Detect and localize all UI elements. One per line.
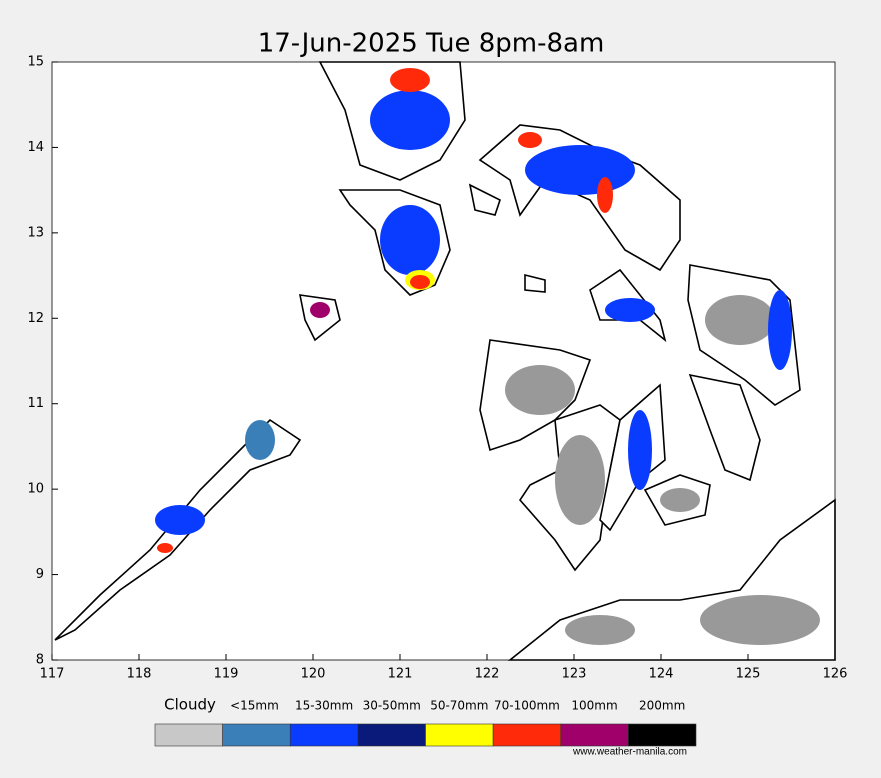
- x-tick-label: 125: [736, 667, 761, 682]
- legend-label: Cloudy: [164, 696, 216, 714]
- rain-patches: [155, 68, 820, 645]
- y-tick-label: 15: [27, 55, 44, 70]
- legend-swatch: [425, 723, 494, 747]
- legend-swatch: [492, 723, 562, 747]
- x-tick-label: 117: [40, 667, 65, 682]
- x-tick-label: 121: [388, 667, 413, 682]
- legend-swatch: [289, 723, 359, 747]
- legend-label: 15-30mm: [295, 699, 353, 713]
- x-tick-label: 119: [214, 667, 239, 682]
- legend-swatch: [560, 723, 629, 747]
- legend-swatch: [357, 723, 426, 747]
- legend-swatch: [222, 723, 291, 747]
- x-tick-label: 124: [649, 667, 674, 682]
- x-tick-label: 118: [127, 667, 152, 682]
- legend-label: <15mm: [230, 699, 279, 713]
- legend-label: 30-50mm: [363, 699, 421, 713]
- y-tick-label: 9: [36, 567, 44, 582]
- x-tick-label: 123: [562, 667, 587, 682]
- y-tick-label: 14: [27, 140, 44, 155]
- x-tick-label: 126: [823, 667, 848, 682]
- y-tick-label: 8: [36, 653, 44, 668]
- y-tick-label: 13: [27, 225, 44, 240]
- plot-area: [51, 61, 836, 661]
- legend-label: 70-100mm: [494, 699, 560, 713]
- x-tick-label: 120: [301, 667, 326, 682]
- legend-label: 200mm: [639, 699, 685, 713]
- legend-swatch: [628, 723, 697, 747]
- y-tick-label: 10: [27, 482, 44, 497]
- legend-swatch: [154, 723, 223, 747]
- legend-label: 50-70mm: [430, 699, 488, 713]
- legend-label: 100mm: [571, 699, 617, 713]
- credit: www.weather-manila.com: [572, 747, 687, 758]
- map-title: 17-Jun-2025 Tue 8pm-8am: [258, 29, 605, 59]
- y-tick-label: 12: [27, 311, 44, 326]
- y-tick-label: 11: [27, 396, 44, 411]
- x-tick-label: 122: [475, 667, 500, 682]
